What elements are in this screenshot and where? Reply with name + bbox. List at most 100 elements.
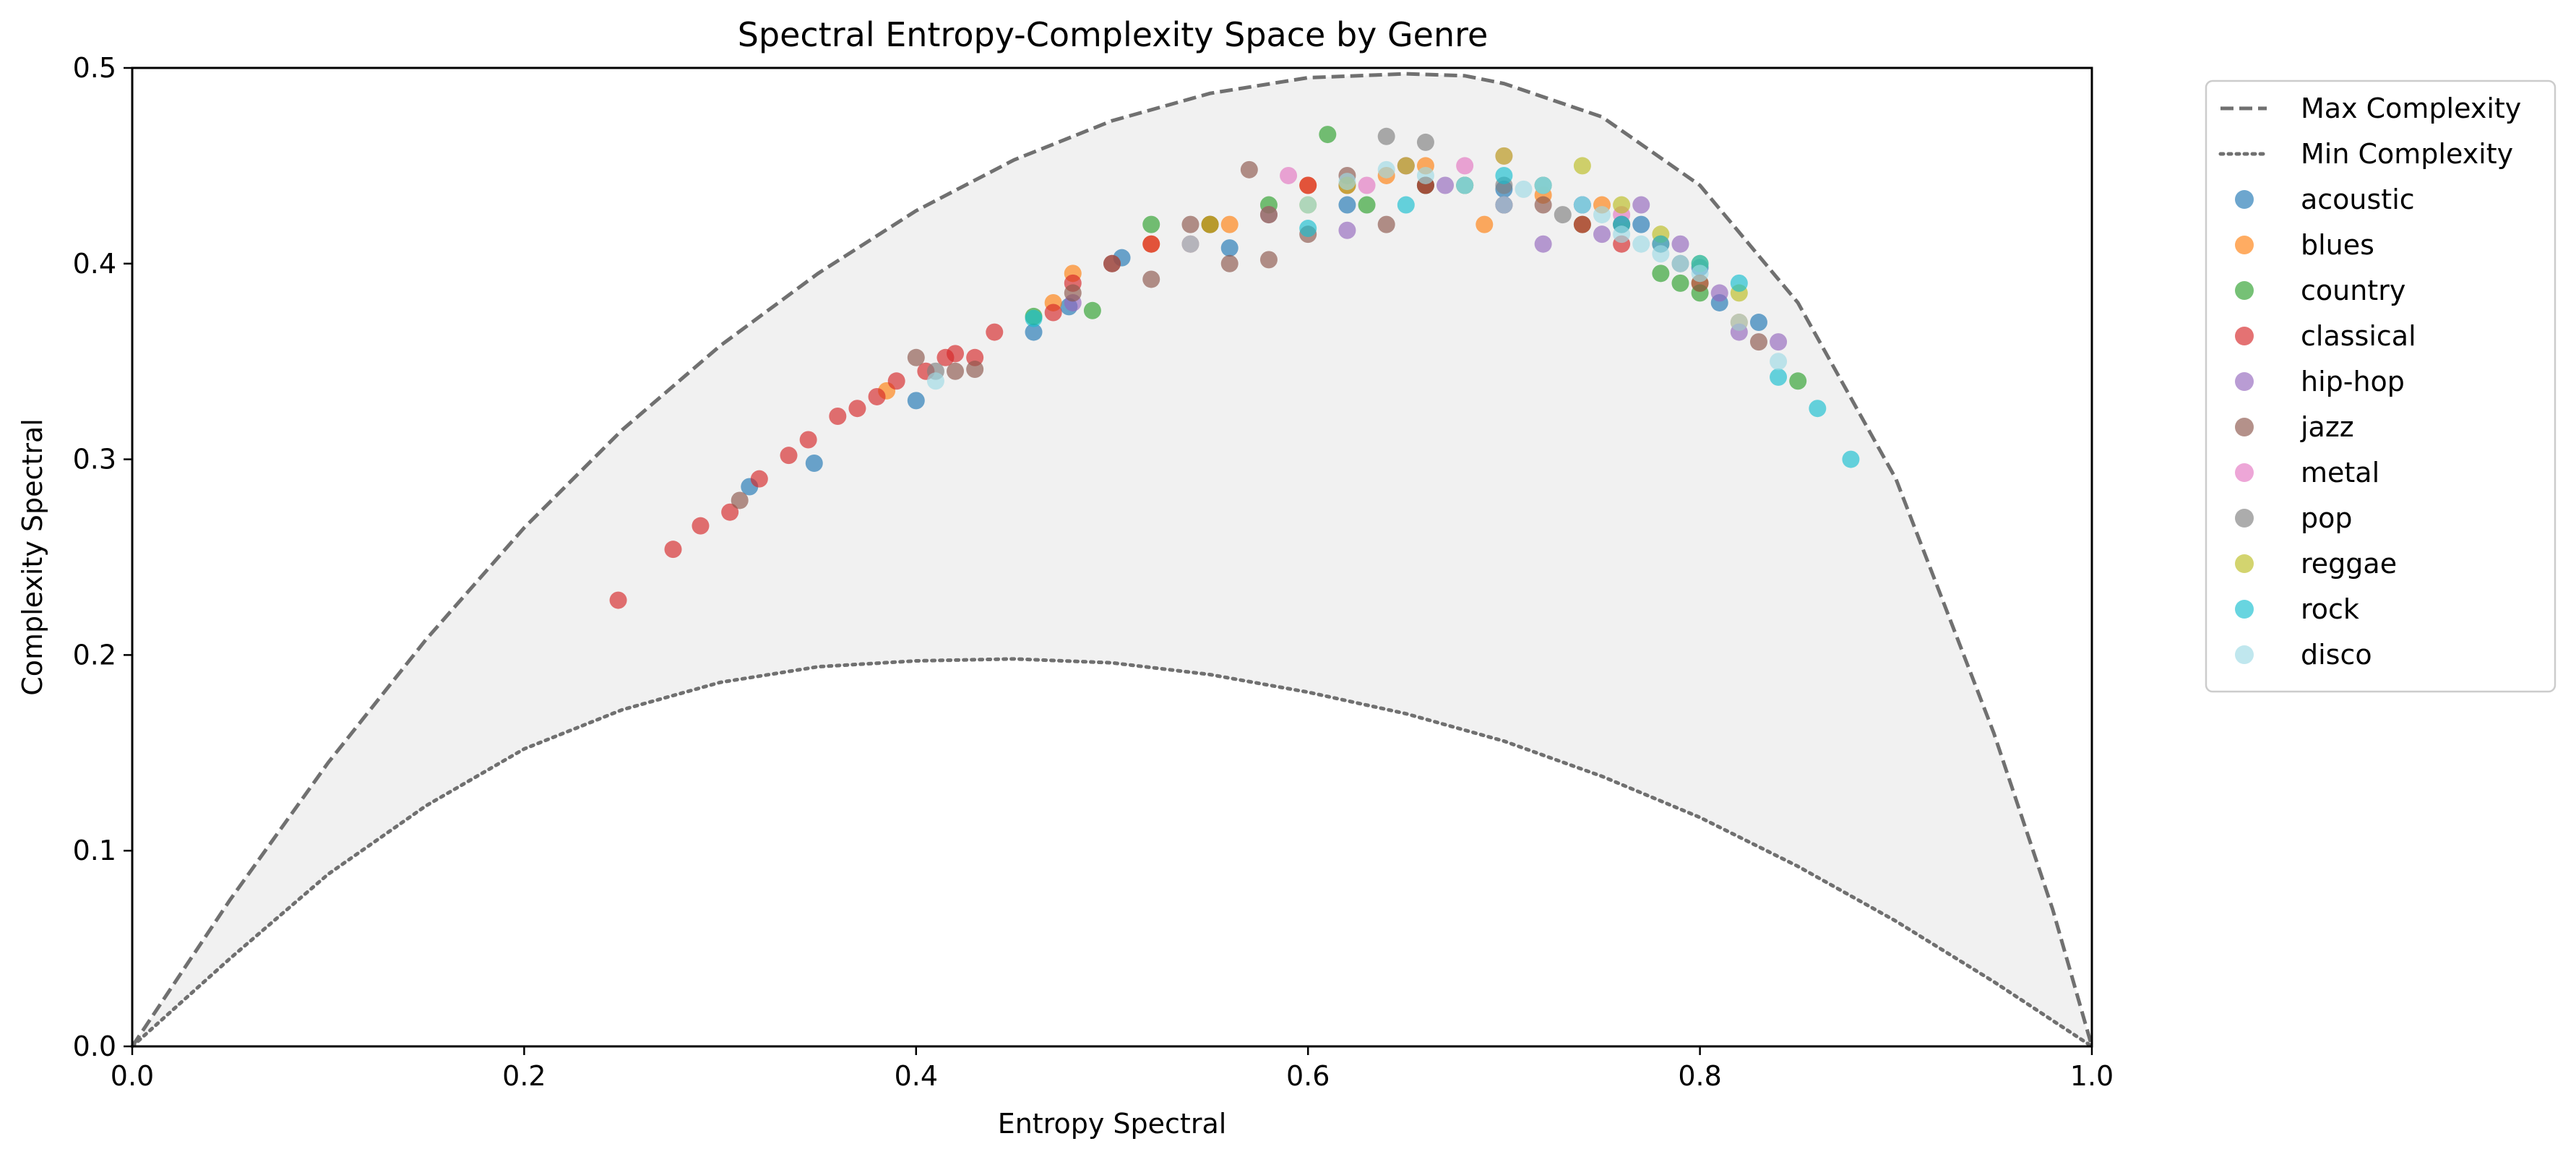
point-jazz — [731, 491, 749, 509]
point-disco — [1573, 196, 1591, 214]
point-jazz — [1749, 333, 1767, 351]
legend-label: Min Complexity — [2301, 138, 2513, 170]
point-disco — [1299, 196, 1317, 214]
point-hip-hop — [1770, 333, 1788, 351]
legend-marker-classical — [2235, 327, 2254, 345]
point-pop — [1416, 133, 1434, 151]
point-classical — [1142, 235, 1160, 253]
point-country — [1319, 126, 1337, 144]
point-jazz — [1259, 251, 1278, 269]
point-classical — [848, 400, 866, 418]
point-jazz — [1534, 196, 1552, 214]
x-tick-label: 0.2 — [502, 1060, 546, 1092]
point-blues — [1220, 215, 1239, 233]
point-disco — [1613, 225, 1631, 244]
point-rock — [1397, 196, 1415, 214]
y-axis-label: Complexity Spectral — [17, 418, 48, 696]
point-disco — [1730, 314, 1748, 332]
point-disco — [1652, 245, 1670, 263]
point-disco — [1338, 173, 1356, 191]
point-disco — [1593, 206, 1611, 224]
point-disco — [1495, 196, 1513, 214]
legend-marker-hip-hop — [2235, 372, 2254, 391]
legend-label: jazz — [2300, 411, 2354, 443]
legend-marker-reggae — [2235, 554, 2254, 573]
point-pop — [1554, 206, 1572, 224]
y-tick-label: 0.5 — [73, 52, 116, 84]
point-acoustic — [1338, 196, 1356, 214]
point-rock — [1770, 368, 1788, 386]
legend-label: acoustic — [2301, 184, 2415, 215]
legend-marker-pop — [2235, 509, 2254, 528]
legend-label: metal — [2301, 457, 2379, 489]
point-classical — [609, 591, 627, 609]
point-acoustic — [805, 455, 823, 473]
point-country — [1358, 196, 1376, 214]
point-hip-hop — [1593, 225, 1611, 244]
point-disco — [1456, 176, 1474, 194]
legend-label: classical — [2301, 320, 2416, 352]
point-classical — [1299, 176, 1317, 194]
point-country — [1671, 274, 1689, 292]
plot-frame — [131, 66, 2093, 1048]
point-country — [1789, 372, 1807, 390]
y-tick-label: 0.0 — [73, 1030, 116, 1062]
legend-box — [2205, 79, 2556, 693]
point-disco — [1770, 353, 1788, 371]
feasible-region-fill — [132, 74, 2092, 1046]
legend-label: blues — [2301, 229, 2374, 261]
point-reggae — [1613, 196, 1631, 214]
legend-label: disco — [2301, 639, 2372, 671]
point-classical — [664, 541, 682, 559]
point-hip-hop — [1710, 284, 1728, 302]
point-disco — [1377, 160, 1395, 178]
point-classical — [750, 470, 768, 488]
legend-marker-blues — [2235, 236, 2254, 254]
x-tick-label: 0.0 — [111, 1060, 154, 1092]
point-classical — [780, 447, 798, 465]
point-metal — [1280, 166, 1298, 184]
x-tick-label: 0.4 — [895, 1060, 938, 1092]
legend-label: rock — [2301, 593, 2359, 625]
point-jazz — [1377, 215, 1395, 233]
max-complexity-curve — [130, 72, 2094, 1048]
point-classical — [947, 345, 965, 363]
point-acoustic — [1632, 215, 1650, 233]
chart-title: Spectral Entropy-Complexity Space by Gen… — [738, 15, 1489, 54]
point-jazz — [1064, 284, 1082, 302]
point-disco — [1416, 166, 1434, 184]
x-axis-label: Entropy Spectral — [998, 1108, 1227, 1140]
point-acoustic — [1749, 314, 1767, 332]
point-disco — [1671, 254, 1689, 272]
point-disco — [1181, 235, 1199, 253]
legend-marker-metal — [2235, 463, 2254, 482]
point-classical — [868, 387, 886, 405]
point-acoustic — [1220, 239, 1239, 257]
point-jazz — [1103, 254, 1121, 272]
point-disco — [926, 372, 944, 390]
legend-marker-jazz — [2235, 418, 2254, 436]
point-hip-hop — [1632, 196, 1650, 214]
point-classical — [799, 431, 817, 449]
point-rock — [1730, 274, 1748, 292]
legend-label: hip-hop — [2301, 366, 2405, 397]
legend-label: pop — [2301, 502, 2353, 534]
legend: Max Complexity Min Complexity acoustic blue… — [2205, 79, 2556, 693]
point-rock — [1809, 400, 1827, 418]
point-jazz — [966, 361, 984, 379]
point-reggae — [1397, 157, 1415, 175]
point-rock — [1495, 166, 1513, 184]
point-classical — [692, 517, 710, 535]
series-hip-hop — [1064, 176, 1788, 351]
y-tick-label: 0.3 — [73, 444, 116, 475]
point-hip-hop — [1436, 176, 1455, 194]
point-metal — [1456, 157, 1474, 175]
point-classical — [721, 503, 739, 521]
x-tick-label: 0.8 — [1678, 1060, 1721, 1092]
point-classical — [887, 372, 905, 390]
point-acoustic — [1025, 323, 1043, 341]
point-rock — [1842, 450, 1860, 468]
point-country — [1142, 215, 1160, 233]
point-hip-hop — [1671, 235, 1689, 253]
